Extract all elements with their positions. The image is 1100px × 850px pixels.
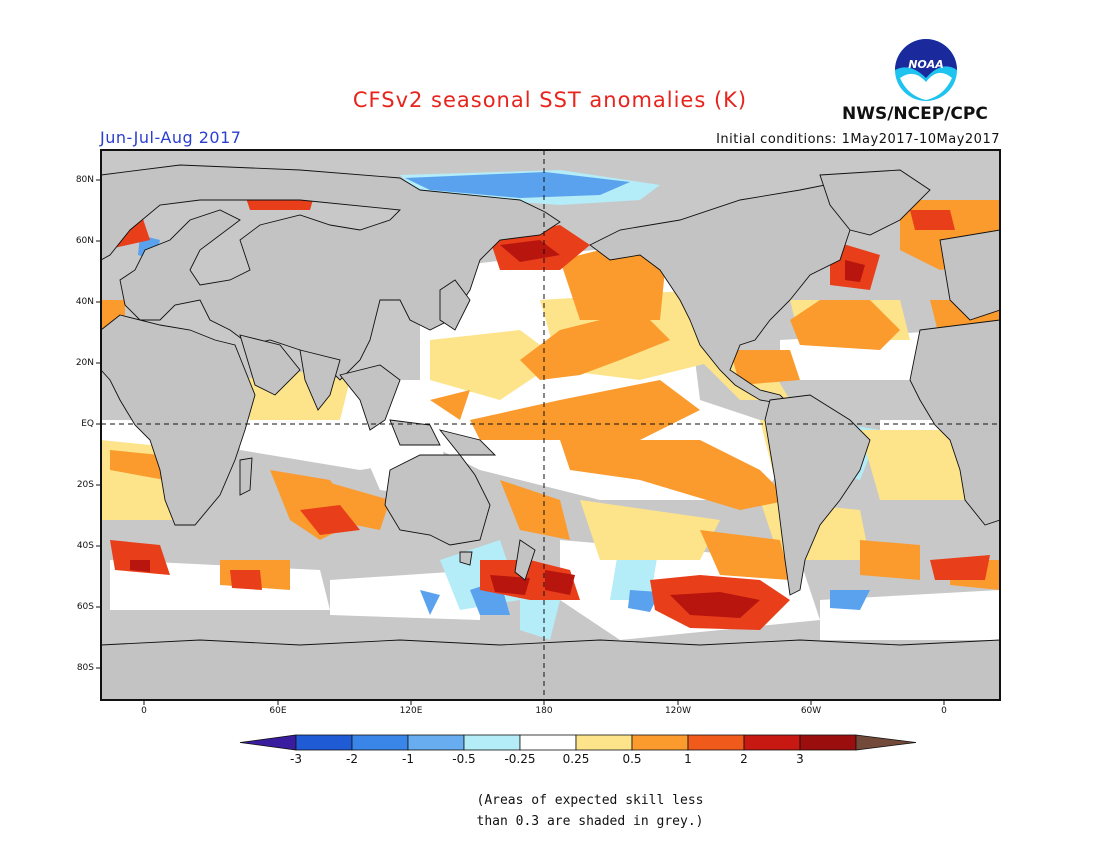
- lat-label-20s: 20S: [76, 480, 94, 490]
- skill-note-line1: (Areas of expected skill less: [476, 793, 704, 808]
- positive-anomaly-areas: [101, 200, 1000, 590]
- noaa-logo-icon: NOAA: [895, 39, 957, 101]
- colorbar-tick-label: 0.25: [562, 752, 590, 766]
- axis-ticks: [96, 179, 945, 705]
- skill-note-line2: than 0.3 are shaded in grey.): [476, 814, 704, 829]
- colorbar-tick-label: -1: [402, 752, 414, 766]
- lat-label-20n: 20N: [75, 358, 94, 368]
- lon-label-180: 180: [535, 706, 553, 716]
- lat-label-60n: 60N: [75, 236, 94, 246]
- colorbar-tick-label: -3: [290, 752, 302, 766]
- season-label: Jun-Jul-Aug 2017: [100, 128, 242, 147]
- colorbar-tick-label: 0.5: [622, 752, 642, 766]
- colorbar-tick-label: 2: [740, 752, 748, 766]
- colorbar-tick-label: -0.5: [452, 752, 476, 766]
- lat-label-80n: 80N: [75, 175, 94, 185]
- lon-label-60w: 60W: [800, 706, 822, 716]
- colorbar-tick-label: 1: [684, 752, 692, 766]
- logo-text: NOAA: [908, 58, 944, 71]
- very-strong-positive-anomaly-areas: [130, 178, 865, 618]
- colorbar-tick-label: -0.25: [504, 752, 536, 766]
- lon-label-0-right: 0: [941, 706, 947, 716]
- land-masses: [101, 164, 1000, 700]
- colorbar-tick-label: 3: [796, 752, 804, 766]
- map-frame: [100, 149, 1001, 701]
- lon-label-120w: 120W: [664, 706, 692, 716]
- agency-label: NWS/NCEP/CPC: [842, 104, 988, 124]
- chart-title: CFSv2 seasonal SST anomalies (K): [352, 88, 748, 112]
- lat-label-eq: EQ: [81, 419, 94, 429]
- lon-label-60e: 60E: [269, 706, 287, 716]
- colorbar-tick-label: -2: [346, 752, 358, 766]
- lon-label-120e: 120E: [399, 706, 423, 716]
- initial-conditions: Initial conditions: 1May2017-10May2017: [716, 132, 1000, 147]
- lon-label-0-left: 0: [141, 706, 147, 716]
- lat-label-80s: 80S: [76, 663, 94, 673]
- lat-label-60s: 60S: [76, 602, 94, 612]
- lat-label-40s: 40S: [76, 541, 94, 551]
- lat-label-40n: 40N: [75, 297, 94, 307]
